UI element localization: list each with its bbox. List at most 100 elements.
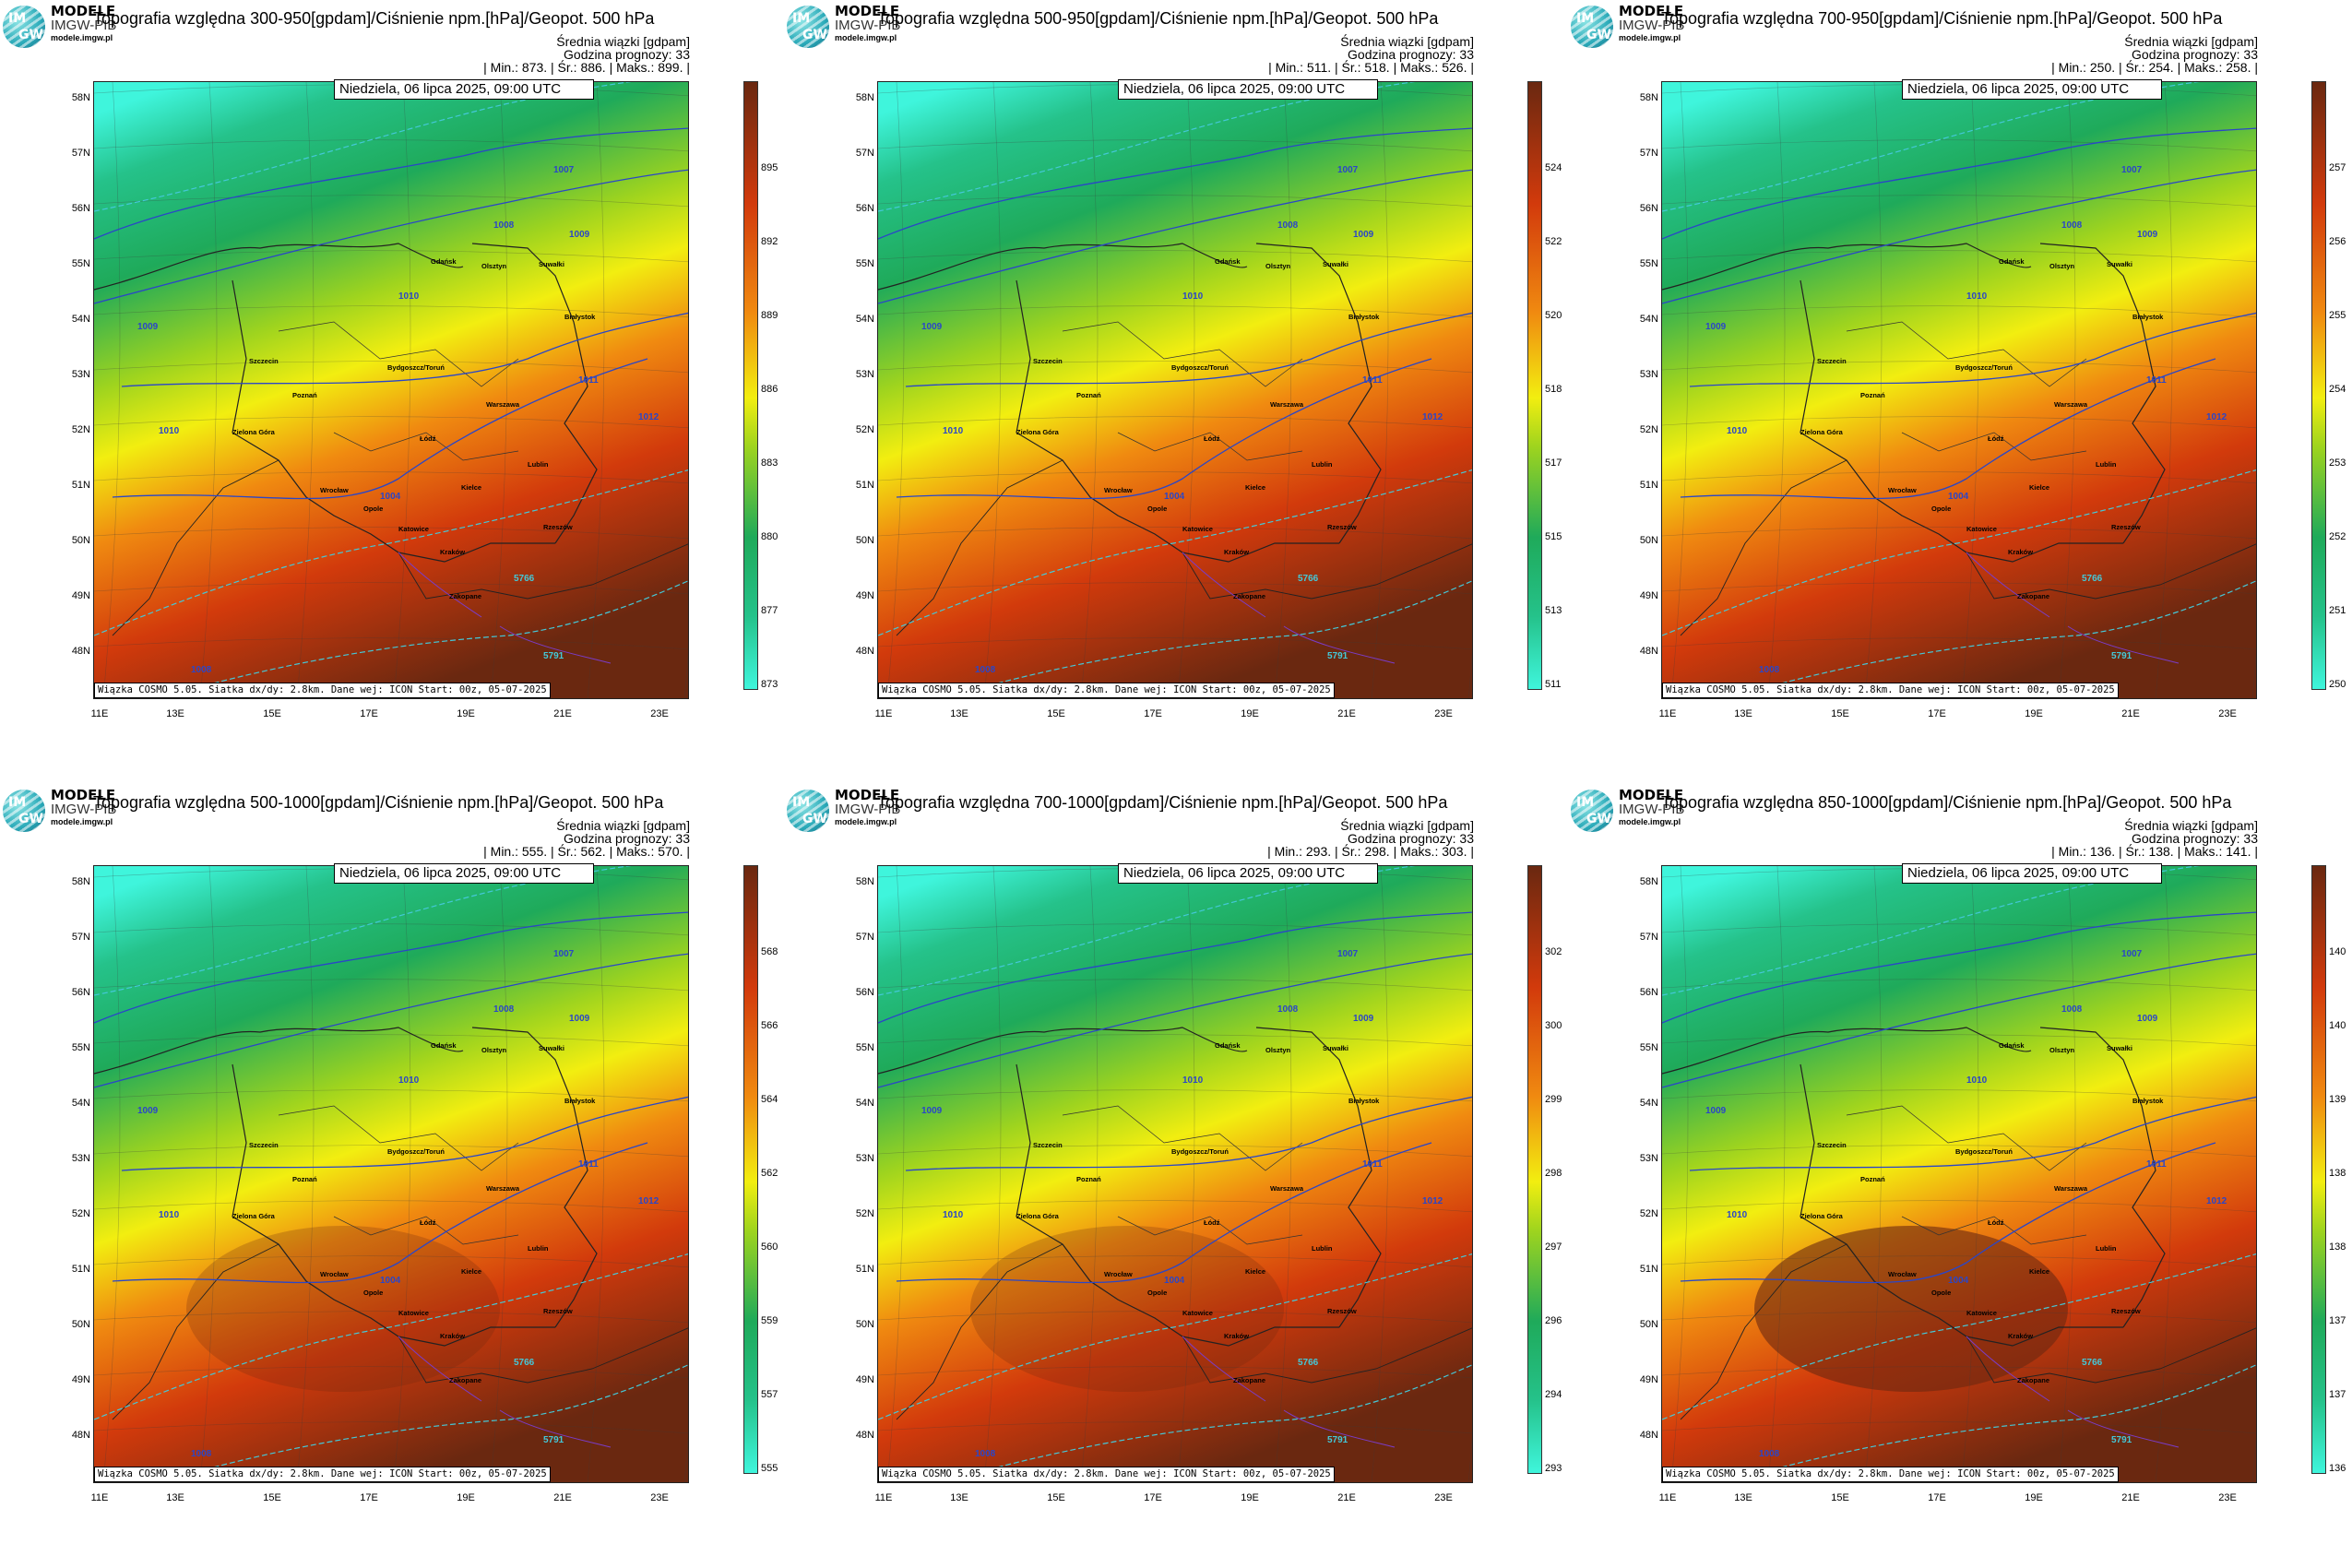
city-label: Opole xyxy=(1147,1289,1168,1297)
map-line xyxy=(878,195,1472,208)
map-line xyxy=(878,416,1472,429)
colorbar-tick: 886 xyxy=(761,384,778,395)
brand-mid: IMGW-PIB xyxy=(51,18,117,33)
city-label: Warszawa xyxy=(1270,1184,1303,1193)
map-line xyxy=(199,866,218,1482)
city-label: Łódź xyxy=(420,434,436,443)
map-line xyxy=(1662,911,2256,1024)
colorbar-tick: 253 xyxy=(2329,457,2346,469)
city-label: Białystok xyxy=(2132,1097,2164,1105)
map-line xyxy=(2155,866,2173,1482)
panel-stats: | Min.: 250. | Śr.: 254. | Maks.: 258. | xyxy=(2051,60,2258,75)
city-label: Wrocław xyxy=(320,1270,349,1278)
map-line xyxy=(1864,82,1883,698)
map-line xyxy=(94,1421,688,1434)
panel-subtitle: Średnia wiązki [gdpam] xyxy=(2124,818,2258,833)
map-line xyxy=(878,1253,1472,1420)
map-line xyxy=(94,1200,688,1213)
latitude-label: 54N xyxy=(1639,314,1658,325)
city-label: Katowice xyxy=(1966,1309,1997,1317)
isobar-label: 1009 xyxy=(2137,1014,2158,1024)
city-label: Kielce xyxy=(1245,1267,1266,1276)
city-label: Olsztyn xyxy=(2049,262,2075,270)
colorbar-tick: 515 xyxy=(1545,531,1562,542)
isobar-label: 1007 xyxy=(1337,949,1359,959)
map-line xyxy=(1864,866,1883,1482)
map-line xyxy=(1177,866,1195,1482)
latitude-label: 54N xyxy=(71,314,90,325)
model-footer: Wiązka COSMO 5.05. Siatka dx/dy: 2.8km. … xyxy=(878,683,1335,698)
isobar-label: 1011 xyxy=(1362,1159,1383,1170)
isobar-label: 1008 xyxy=(2061,1004,2083,1015)
map-line xyxy=(1966,1336,2180,1448)
colorbar-tick: 293 xyxy=(1545,1463,1562,1474)
isobar-label: 1008 xyxy=(1277,1004,1299,1015)
city-label: Bydgoszcz/Toruń xyxy=(1171,1147,1229,1156)
latitude-label: 54N xyxy=(855,1098,874,1109)
brand-top: MODELE xyxy=(51,787,116,803)
map-line xyxy=(1062,1105,1303,1245)
brand-mid: IMGW-PIB xyxy=(835,802,901,817)
city-label: Kraków xyxy=(1224,548,1250,556)
map-line xyxy=(94,637,688,650)
isobar-label: 1010 xyxy=(159,426,180,436)
latitude-label: 56N xyxy=(855,203,874,214)
map-line xyxy=(878,527,1472,540)
longitude-label: 21E xyxy=(553,1492,572,1503)
latitude-label: 48N xyxy=(855,1430,874,1441)
isobar-label: 5766 xyxy=(514,1358,535,1368)
map-area: Gdańsk Olsztyn Suwałki Białystok Szczecin Byd… xyxy=(877,81,1473,699)
longitude-label: 17E xyxy=(1144,708,1162,719)
map-line xyxy=(1662,582,2256,595)
city-label: Kraków xyxy=(1224,1332,1250,1340)
colorbar-tick: 568 xyxy=(761,946,778,957)
city-label: Wrocław xyxy=(1104,1270,1133,1278)
city-label: Lublin xyxy=(2096,1244,2117,1253)
latitude-label: 49N xyxy=(855,590,874,601)
map-line xyxy=(878,953,1472,1088)
longitude-label: 17E xyxy=(1144,1492,1162,1503)
map-line xyxy=(157,1364,688,1482)
brand-mid: IMGW-PIB xyxy=(51,802,117,817)
map-line xyxy=(121,312,688,387)
city-label: Suwałki xyxy=(539,260,564,268)
panel-subtitle: Średnia wiązki [gdpam] xyxy=(556,34,690,49)
city-label: Warszawa xyxy=(1270,400,1303,409)
map-line xyxy=(1662,527,2256,540)
colorbar-tick: 559 xyxy=(761,1315,778,1326)
map-line xyxy=(1371,866,1389,1482)
forecast-hour: Godzina prognozy: 33 xyxy=(1348,47,1474,62)
map-line xyxy=(1966,543,2256,600)
colorbar-tick: 294 xyxy=(1545,1389,1562,1400)
isobar-label: 1012 xyxy=(1422,412,1443,422)
forecast-hour: Godzina prognozy: 33 xyxy=(2132,47,2258,62)
longitude-label: 19E xyxy=(457,708,475,719)
latitude-label: 51N xyxy=(855,480,874,491)
city-label: Rzeszów xyxy=(543,1307,573,1315)
brand-top: MODELE xyxy=(835,787,900,803)
map-line xyxy=(2039,243,2166,544)
colorbar-tick: 138 xyxy=(2329,1241,2346,1253)
map-line xyxy=(1670,82,1689,698)
longitude-label: 21E xyxy=(2121,1492,2140,1503)
city-label: Łódź xyxy=(1204,1218,1220,1227)
map-line xyxy=(398,1327,688,1384)
map-line xyxy=(1274,866,1292,1482)
model-footer: Wiązka COSMO 5.05. Siatka dx/dy: 2.8km. … xyxy=(1662,683,2119,698)
brand-mid: IMGW-PIB xyxy=(1619,18,1685,33)
panel-stats: | Min.: 511. | Śr.: 518. | Maks.: 526. | xyxy=(1268,60,1474,75)
forecast-map-panel: IM GW MODELE IMGW-PIB modele.imgw.pl Top… xyxy=(784,784,1568,1568)
colorbar-tick: 517 xyxy=(1545,457,1562,469)
isobar-label: 1011 xyxy=(2146,1159,2167,1170)
city-label: Zakopane xyxy=(1233,592,1266,600)
isobar-label: 1011 xyxy=(2146,375,2167,386)
map-line xyxy=(1662,1145,2256,1158)
longitude-label: 23E xyxy=(650,1492,669,1503)
imgw-logo-icon: IM GW xyxy=(1571,790,1613,832)
city-label: Szczecin xyxy=(249,1141,279,1149)
map-line xyxy=(1182,552,1396,664)
forecast-hour: Godzina prognozy: 33 xyxy=(564,47,690,62)
city-label: Gdańsk xyxy=(1999,257,2025,266)
map-line xyxy=(1680,1243,1847,1420)
map-area: Gdańsk Olsztyn Suwałki Białystok Szczecin Byd… xyxy=(1661,81,2257,699)
